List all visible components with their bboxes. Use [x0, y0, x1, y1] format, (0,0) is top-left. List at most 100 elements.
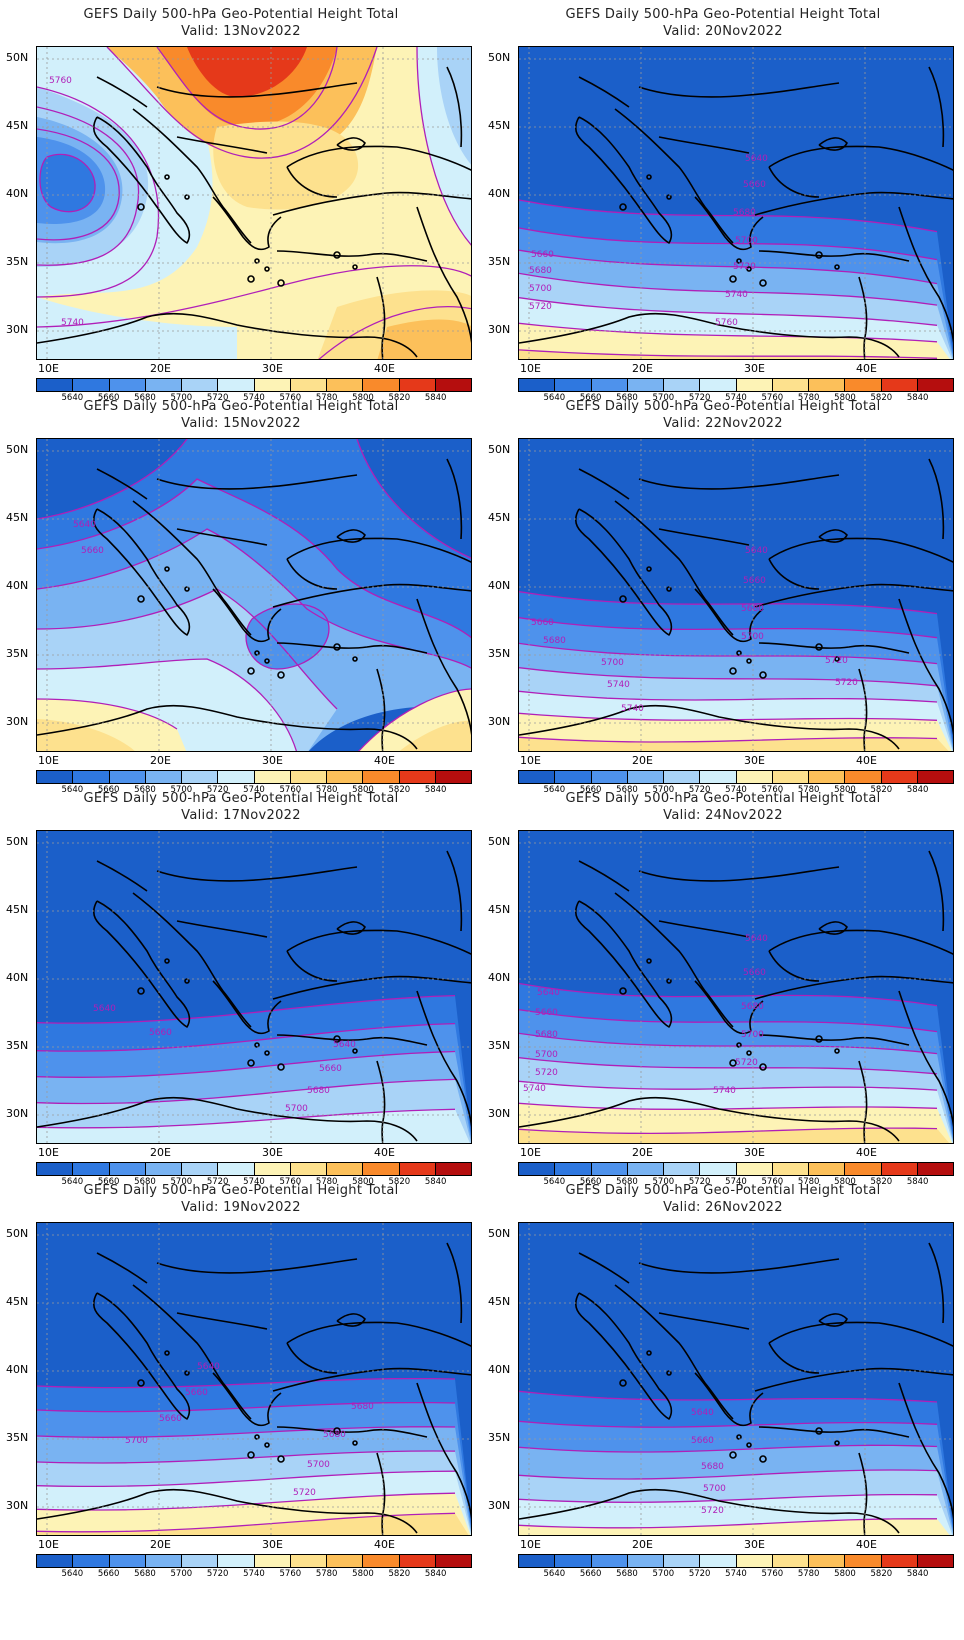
map-panel-p22: GEFS Daily 500-hPa Geo-Potential Height … — [482, 392, 964, 802]
contour-label: 5700 — [529, 284, 552, 294]
contour-label: 5680 — [733, 208, 756, 218]
colorbar-swatch — [736, 1555, 773, 1567]
colorbar-labels: 5640 5660 5680 5700 5720 5740 5760 5780 5800 5820… — [36, 393, 472, 405]
contour-line — [519, 227, 938, 261]
colorbar-swatch — [881, 1555, 918, 1567]
contour-fill — [399, 720, 471, 751]
colorbar-swatch — [435, 1555, 471, 1567]
colorbar-level-label: 5820 — [870, 785, 893, 795]
lat-tick-label: 45N — [488, 903, 511, 916]
colorbar-swatch — [218, 1555, 255, 1567]
lat-tick-label: 50N — [6, 835, 29, 848]
contour-line — [37, 1078, 456, 1105]
contour-label: 5660 — [185, 1388, 208, 1398]
panel-valid-date: Valid: 13Nov2022 — [181, 24, 301, 39]
colorbar-swatch — [290, 379, 327, 391]
colorbar-swatch — [627, 1555, 664, 1567]
contour-fill — [377, 319, 471, 359]
contour-line — [37, 86, 160, 298]
colorbar-swatch — [591, 1163, 628, 1175]
contour-line — [519, 1057, 938, 1075]
colorbar-level-label: 5840 — [906, 785, 929, 795]
map-panel-p17: GEFS Daily 500-hPa Geo-Potential Height … — [0, 784, 482, 1194]
colorbar-swatch — [399, 771, 436, 783]
colorbar — [518, 378, 954, 392]
contour-line — [37, 1492, 456, 1511]
lat-tick-label: 45N — [488, 119, 511, 132]
colorbar-level-label: 5840 — [906, 393, 929, 403]
lon-tick-label: 40E — [374, 754, 395, 767]
colorbar-level-label: 5780 — [797, 1177, 820, 1187]
map-panel-p26: GEFS Daily 500-hPa Geo-Potential Height … — [482, 1176, 964, 1586]
colorbar-swatch — [327, 379, 364, 391]
colorbar-level-label: 5760 — [279, 785, 302, 795]
contour-label: 5700 — [535, 1050, 558, 1060]
contour-line — [519, 690, 938, 703]
contour-label: 5680 — [701, 1462, 724, 1472]
lat-tick-label: 40N — [488, 187, 511, 200]
lat-tick-label: 50N — [488, 443, 511, 456]
colorbar-swatch — [254, 1163, 291, 1175]
lon-tick-label: 20E — [150, 1538, 171, 1551]
contour-label: 5660 — [743, 576, 766, 586]
contour-label: 5660 — [319, 1064, 342, 1074]
colorbar-swatch — [700, 379, 737, 391]
colorbar-swatch — [182, 1163, 219, 1175]
colorbar-swatch — [555, 1555, 592, 1567]
colorbar-level-label: 5660 — [579, 785, 602, 795]
colorbar-level-label: 5760 — [279, 393, 302, 403]
colorbar-level-label: 5840 — [424, 1177, 447, 1187]
colorbar-level-label: 5700 — [652, 1177, 675, 1187]
contour-fill — [437, 47, 471, 165]
colorbar-level-label: 5820 — [388, 785, 411, 795]
contour-line — [37, 1050, 456, 1078]
contour-line — [39, 153, 96, 213]
colorbar-swatch — [218, 1163, 255, 1175]
colorbar-swatch — [917, 1163, 953, 1175]
colorbar-level-label: 5680 — [134, 1177, 156, 1187]
colorbar-level-label: 5640 — [543, 1177, 566, 1187]
panel-title: GEFS Daily 500-hPa Geo-Potential Height … — [565, 7, 881, 22]
coastlines — [519, 66, 953, 359]
colorbar-labels: 5640 5660 5680 5700 5720 5740 5760 5780 5800 5820… — [36, 1177, 472, 1189]
colorbar-level-label: 5700 — [170, 1177, 193, 1187]
contour-line — [519, 1032, 938, 1055]
lat-tick-label: 40N — [6, 1363, 29, 1376]
colorbar-level-label: 5800 — [352, 393, 374, 403]
colorbar-swatch — [109, 1163, 146, 1175]
lat-tick-label: 40N — [488, 1363, 511, 1376]
panel-title: GEFS Daily 500-hPa Geo-Potential Height … — [565, 1183, 881, 1198]
contour-label: 5700 — [735, 236, 758, 246]
colorbar-level-label: 5840 — [906, 1569, 929, 1579]
lat-tick-label: 40N — [6, 187, 29, 200]
contour-label: 5640 — [73, 520, 96, 530]
colorbar-swatch — [327, 771, 364, 783]
band-fill — [519, 323, 950, 359]
lon-tick-label: 20E — [150, 362, 171, 375]
lon-tick-label: 10E — [520, 362, 541, 375]
colorbar-level-label: 5740 — [243, 1177, 265, 1187]
band-fill — [519, 1518, 950, 1535]
colorbar-level-label: 5840 — [424, 393, 447, 403]
coastlines — [519, 458, 953, 751]
lat-tick-label: 30N — [6, 323, 29, 336]
colorbar-swatch — [519, 379, 556, 391]
colorbar-level-label: 5640 — [61, 785, 84, 795]
panel-title: GEFS Daily 500-hPa Geo-Potential Height … — [83, 1183, 399, 1198]
panel-valid-date: Valid: 22Nov2022 — [663, 416, 783, 431]
contour-label: 5700 — [285, 1104, 308, 1114]
coastlines — [37, 458, 471, 751]
lon-tick-label: 20E — [150, 754, 171, 767]
contour-line — [519, 1127, 938, 1135]
contour-label: 5680 — [351, 1402, 374, 1412]
panel-valid-date: Valid: 20Nov2022 — [663, 24, 783, 39]
contour-label: 5700 — [307, 1460, 330, 1470]
colorbar-swatch — [254, 1555, 291, 1567]
colorbar-swatch — [591, 379, 628, 391]
colorbar — [36, 378, 472, 392]
gridlines — [519, 1223, 953, 1535]
colorbar-swatch — [772, 1555, 809, 1567]
colorbar-swatch — [182, 1555, 219, 1567]
colorbar-level-label: 5800 — [834, 785, 856, 795]
contour-label: 5700 — [601, 658, 624, 668]
